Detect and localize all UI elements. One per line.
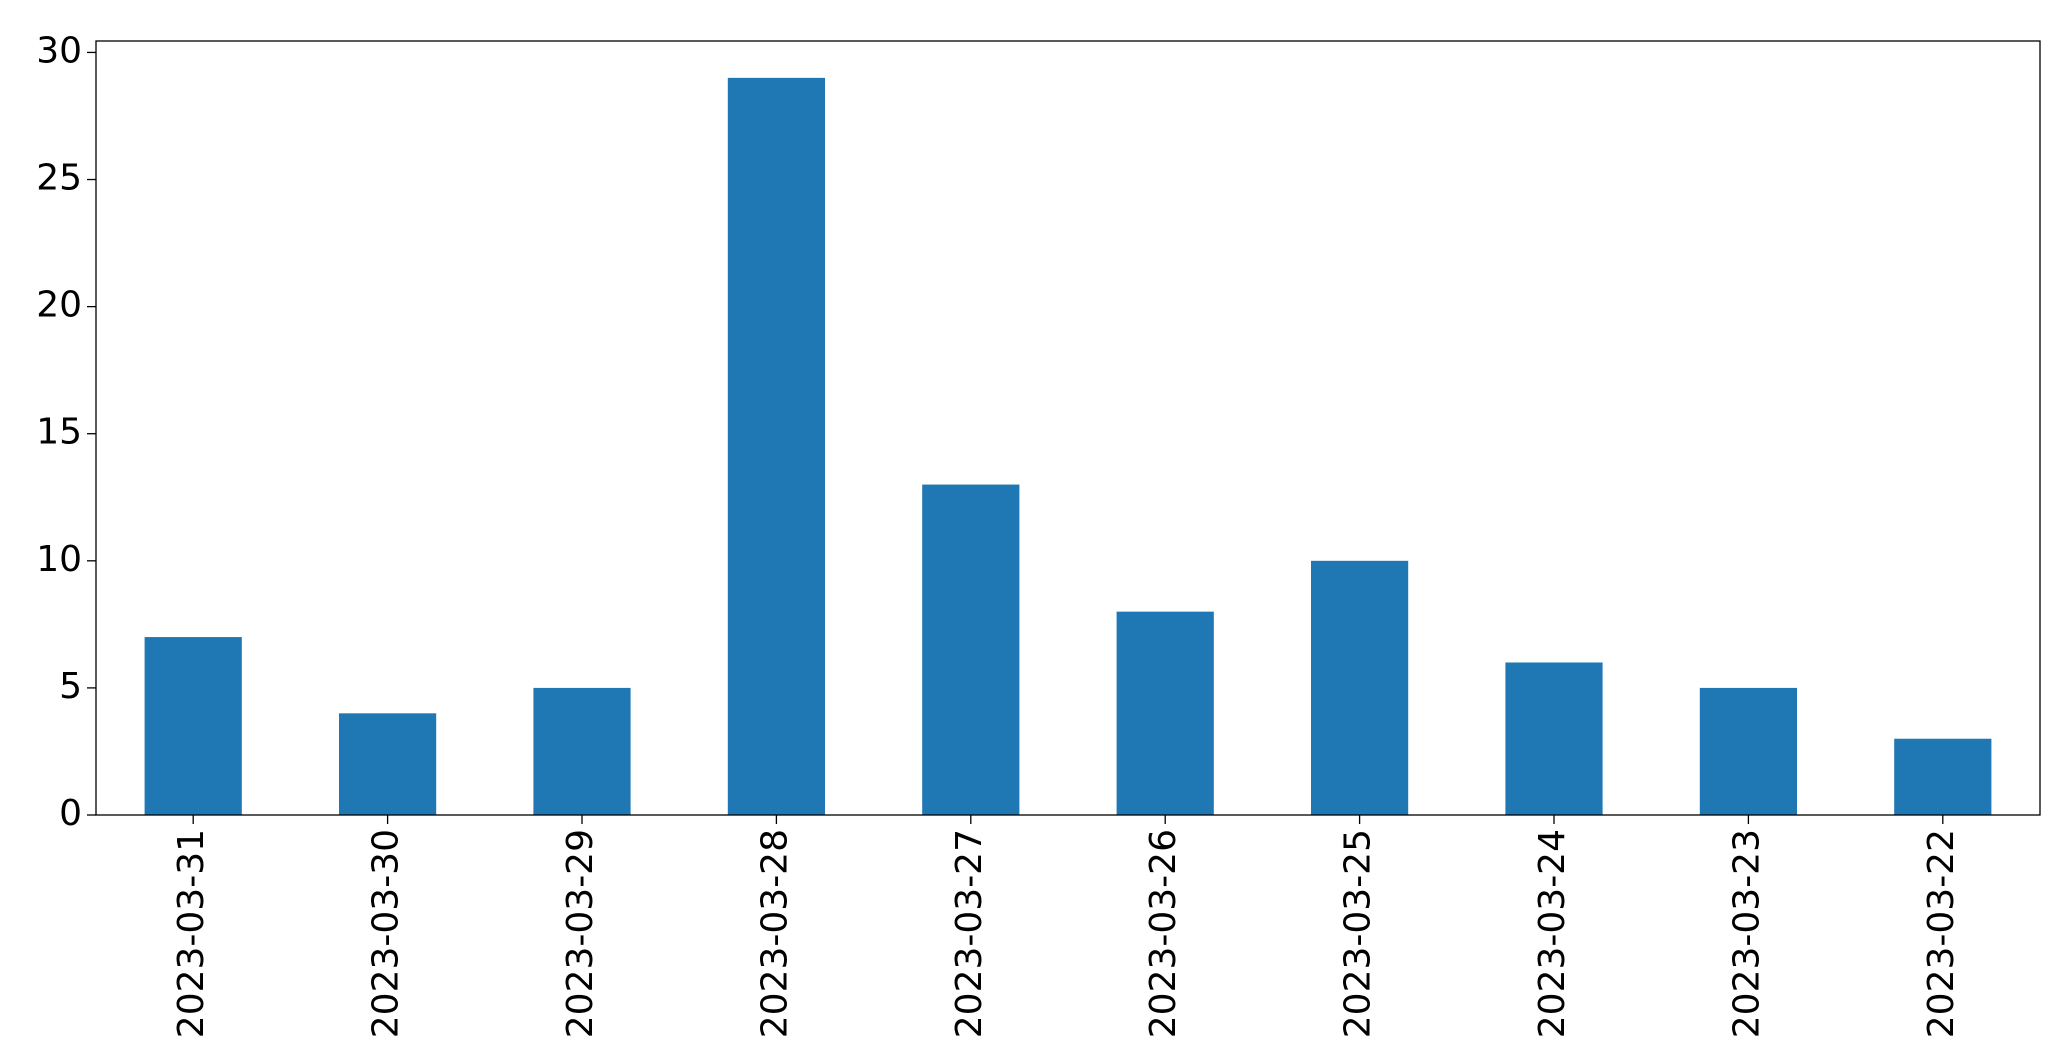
plot-frame <box>95 40 2041 816</box>
x-tick-label: 2023-03-24 <box>1532 829 1573 1038</box>
x-tick-label: 2023-03-25 <box>1338 829 1379 1038</box>
y-tick-label: 0 <box>59 793 82 834</box>
x-tick-label: 2023-03-29 <box>560 829 601 1038</box>
x-tick-label: 2023-03-28 <box>754 829 795 1038</box>
bar <box>922 484 1020 815</box>
bar <box>339 713 437 815</box>
bar <box>1311 560 1409 815</box>
bar <box>1505 662 1603 815</box>
x-tick-label: 2023-03-23 <box>1726 829 1767 1038</box>
bar <box>1894 738 1992 815</box>
y-tick-label: 25 <box>36 158 82 199</box>
bar <box>1116 611 1214 815</box>
x-tick-label: 2023-03-22 <box>1921 829 1962 1038</box>
bar <box>144 637 242 815</box>
y-tick-label: 30 <box>36 30 82 71</box>
x-tick-label: 2023-03-27 <box>949 829 990 1038</box>
x-tick-label: 2023-03-30 <box>366 829 407 1038</box>
bar <box>727 77 825 816</box>
x-tick-label: 2023-03-26 <box>1143 829 1184 1038</box>
y-tick-label: 20 <box>36 285 82 326</box>
y-tick-label: 15 <box>36 412 82 453</box>
bar <box>1699 687 1797 815</box>
y-tick-label: 10 <box>36 539 82 580</box>
bar <box>533 687 631 815</box>
x-tick-label: 2023-03-31 <box>171 829 212 1038</box>
y-tick-label: 5 <box>59 666 82 707</box>
